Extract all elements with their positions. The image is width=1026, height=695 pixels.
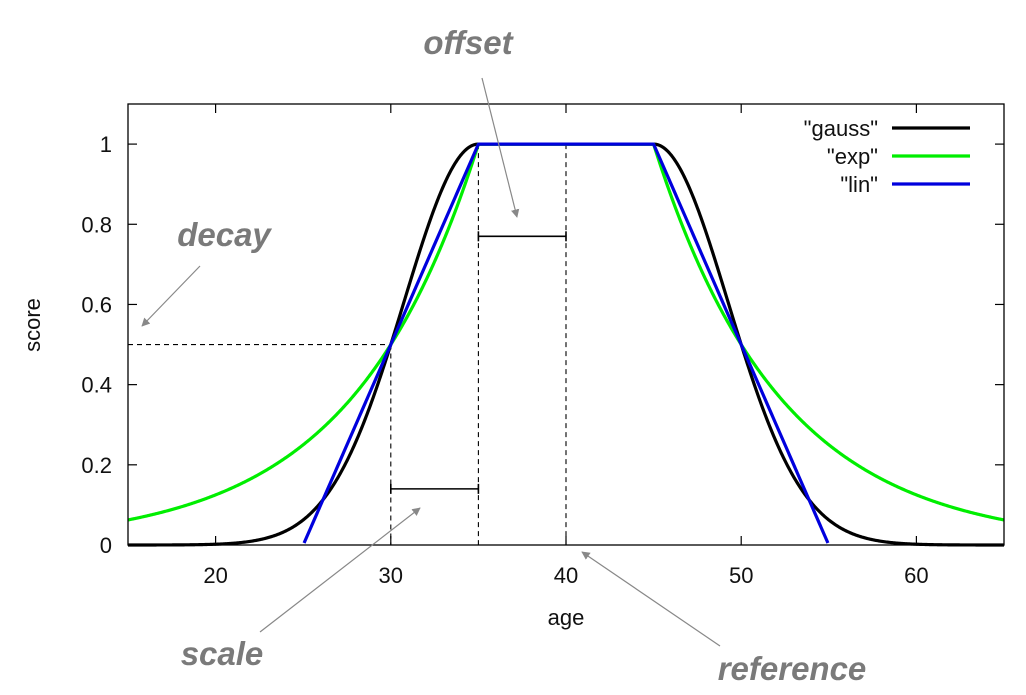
annotation-reference: reference (718, 650, 867, 687)
y-tick-label: 0.6 (81, 292, 112, 317)
annotation-decay: decay (177, 216, 272, 253)
y-tick-label: 0.8 (81, 212, 112, 237)
legend: "gauss" "exp" "lin" (804, 116, 970, 197)
y-tick-label: 1 (100, 132, 112, 157)
annotation-offset: offset (423, 24, 514, 61)
annotation-arrow-decay (141, 265, 201, 327)
x-tick-label: 20 (203, 563, 227, 588)
x-tick-label: 50 (729, 563, 753, 588)
x-axis-label: age (548, 605, 585, 630)
y-tick-label: 0.4 (81, 373, 112, 398)
legend-label-gauss: "gauss" (804, 116, 878, 141)
annotation-scale: scale (181, 635, 264, 672)
legend-label-lin: "lin" (840, 172, 878, 197)
y-axis-label: score (20, 298, 45, 352)
legend-label-exp: "exp" (827, 144, 878, 169)
annotation-arrow-scale (259, 507, 421, 633)
x-tick-label: 30 (379, 563, 403, 588)
y-tick-label: 0.2 (81, 453, 112, 478)
annotation-arrow-reference (581, 551, 721, 647)
y-tick-label: 0 (100, 533, 112, 558)
series-line-lin (302, 142, 830, 544)
annotation-arrow-offset (481, 77, 520, 218)
x-tick-label: 40 (554, 563, 578, 588)
x-tick-label: 60 (904, 563, 928, 588)
